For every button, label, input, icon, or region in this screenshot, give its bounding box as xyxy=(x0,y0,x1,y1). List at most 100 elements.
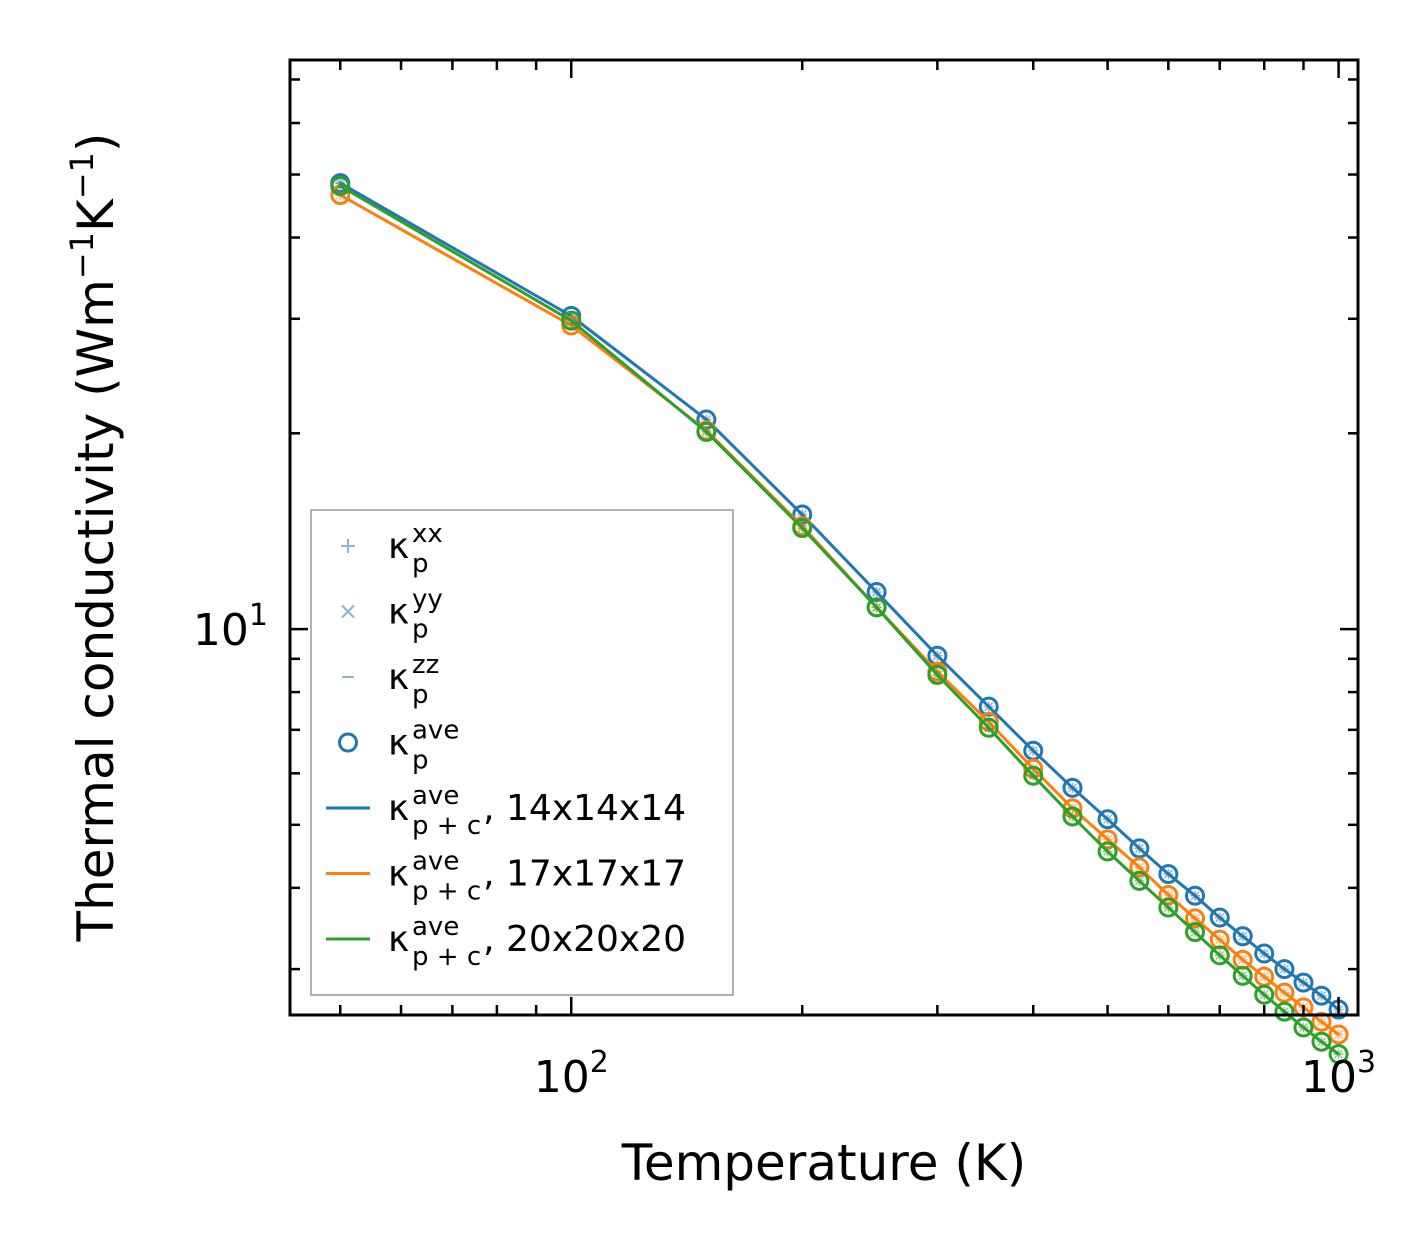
legend-superscript: ave xyxy=(412,716,459,746)
kappa-yy-marker xyxy=(872,587,882,597)
kappa-yy-marker xyxy=(1279,988,1289,998)
kappa-ave-marker xyxy=(1274,1001,1295,1022)
legend-subscript: p + c xyxy=(412,942,481,972)
legend-suffix: , 20x20x20 xyxy=(483,919,686,960)
kappa-ave-marker xyxy=(792,518,813,539)
legend-entry-label: κ yy p xyxy=(388,585,443,645)
kappa-yy-marker xyxy=(1316,991,1327,1001)
kappa-yy-marker xyxy=(1279,964,1289,974)
kappa-yy-marker xyxy=(1067,783,1078,793)
kappa-ave-marker xyxy=(1274,959,1295,980)
kappa-yy-marker xyxy=(335,181,345,191)
legend-subscript: p xyxy=(412,746,429,776)
legend-superscript: ave xyxy=(412,847,459,877)
kappa-ave-marker xyxy=(1097,809,1118,830)
legend-superscript: yy xyxy=(412,585,443,615)
kappa-yy-marker xyxy=(932,651,942,661)
kappa-ave-marker xyxy=(1328,1024,1349,1045)
kappa-ave-marker xyxy=(1328,1044,1349,1065)
kappa-ave-marker xyxy=(1232,926,1253,947)
legend-kappa: κ xyxy=(388,788,409,829)
y-title-text: Thermal conductivity (Wm xyxy=(67,279,125,942)
kappa-yy-marker xyxy=(1163,903,1173,913)
y-tick-label: 101 xyxy=(193,598,268,656)
kappa-yy-marker xyxy=(1215,950,1225,960)
kappa-ave-marker xyxy=(1158,864,1179,885)
legend-kappa: κ xyxy=(388,592,409,633)
legend-subscript: p xyxy=(412,680,429,710)
kappa-yy-marker xyxy=(1134,843,1144,853)
legend-superscript: xx xyxy=(412,519,443,549)
kappa-yy-marker xyxy=(1259,990,1269,1000)
kappa-yy-marker xyxy=(1134,876,1144,886)
kappa-yy-marker xyxy=(1190,927,1200,937)
legend-box xyxy=(310,509,734,996)
legend-subscript: p + c xyxy=(412,811,481,841)
kappa-ave-marker xyxy=(1254,984,1275,1005)
y-title-text: ) xyxy=(67,133,125,153)
y-title-superscript: −1 xyxy=(63,152,101,199)
kappa-yy-marker xyxy=(1028,746,1038,756)
tick-label-base: 10 xyxy=(193,605,249,656)
kappa-ave-marker xyxy=(1185,908,1206,929)
tick-label-exponent: 3 xyxy=(1357,1045,1376,1080)
legend-entry-label: κ ave p + c, 20x20x20 xyxy=(388,912,686,972)
kappa-ave-marker xyxy=(978,717,999,738)
legend-superscript: zz xyxy=(412,650,439,680)
kappa-ave-marker xyxy=(1185,885,1206,906)
kappa-ave-marker xyxy=(1023,765,1044,786)
kappa-yy-marker xyxy=(1163,869,1173,879)
kappa-yy-marker xyxy=(872,602,882,612)
kappa-yy-marker xyxy=(701,427,711,437)
tick-label-exponent: 2 xyxy=(590,1045,609,1080)
kappa-yy-marker xyxy=(1215,913,1225,923)
kappa-yy-marker xyxy=(1334,1049,1344,1059)
kappa-ave-marker xyxy=(1129,838,1150,859)
kappa-ave-marker xyxy=(561,310,582,331)
kappa-ave-marker xyxy=(1062,777,1083,798)
legend-subscript: p xyxy=(412,549,429,579)
kappa-yy-marker xyxy=(1316,1037,1327,1047)
legend-entry-label: κ xx p xyxy=(388,519,443,579)
tick-label-base: 10 xyxy=(534,1052,590,1103)
kappa-yy-marker xyxy=(1190,913,1200,923)
legend-kappa: κ xyxy=(388,526,409,567)
legend-suffix: , 14x14x14 xyxy=(483,788,686,829)
kappa-yy-marker xyxy=(1134,862,1144,872)
kappa-ave-marker xyxy=(866,582,887,603)
legend-kappa: κ xyxy=(388,854,409,895)
kappa-yy-marker xyxy=(1298,1022,1309,1032)
legend-suffix: , 17x17x17 xyxy=(483,854,686,895)
y-axis-title: Thermal conductivity (Wm−1K−1) xyxy=(63,133,125,943)
legend-subscript: p + c xyxy=(412,877,481,907)
kappa-ave-marker xyxy=(696,421,717,442)
y-title-superscript: −1 xyxy=(63,232,101,279)
kappa-ave-marker xyxy=(330,176,351,197)
kappa-yy-marker xyxy=(1215,935,1225,945)
legend-kappa: κ xyxy=(388,657,409,698)
kappa-ave-marker xyxy=(1293,1017,1314,1038)
legend-superscript: ave xyxy=(412,912,459,942)
kappa-ave-marker xyxy=(927,664,948,685)
kappa-ave-marker xyxy=(978,696,999,717)
kappa-ave-marker xyxy=(1185,922,1206,943)
x-tick-label: 102 xyxy=(534,1045,609,1103)
y-title-text: K xyxy=(67,198,125,232)
x-tick-label: 103 xyxy=(1301,1045,1376,1103)
kappa-ave-marker xyxy=(1062,806,1083,827)
kappa-ave-marker xyxy=(1158,897,1179,918)
kappa-ave-marker xyxy=(1232,965,1253,986)
legend-entry-label: κ ave p + c, 17x17x17 xyxy=(388,847,686,907)
kappa-ave-marker xyxy=(1097,841,1118,862)
kappa-yy-marker xyxy=(1028,771,1038,781)
kappa-yy-marker xyxy=(1259,949,1269,959)
kappa-yy-marker xyxy=(1316,1017,1327,1027)
legend-subscript: p xyxy=(412,615,429,645)
legend-entry-label: κ ave p xyxy=(388,716,459,776)
kappa-yy-marker xyxy=(1259,972,1269,982)
kappa-ave-marker xyxy=(1209,945,1230,966)
kappa-ave-marker xyxy=(1311,985,1332,1006)
